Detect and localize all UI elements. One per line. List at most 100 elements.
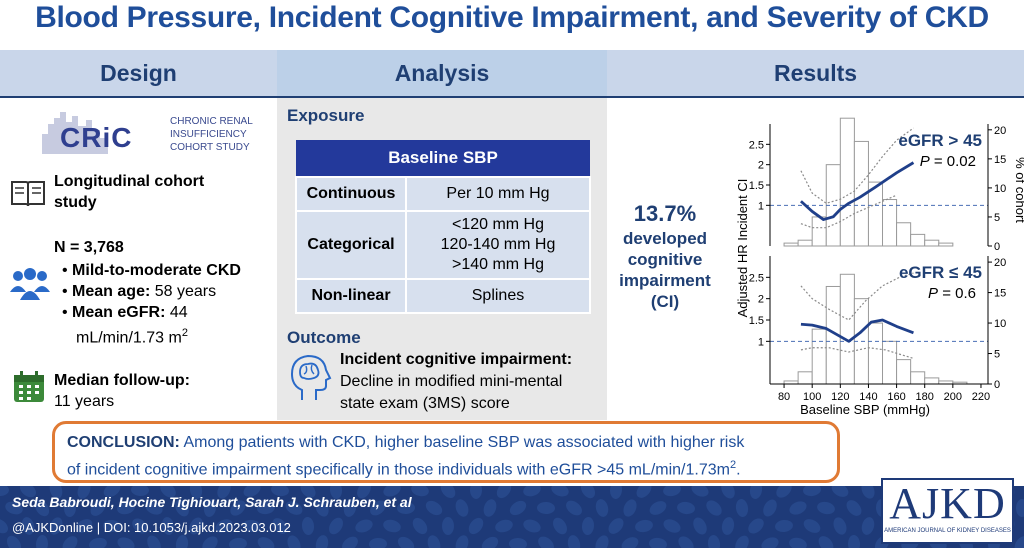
- result-line2: cognitive: [627, 250, 703, 269]
- histogram-bar: [924, 239, 940, 247]
- result-percent: 13.7%: [633, 201, 697, 226]
- x-tick-label: 220: [972, 391, 990, 403]
- header-analysis: Analysis: [277, 50, 607, 97]
- exposure-label: Exposure: [287, 106, 365, 125]
- cric-logo: CRiC Chronic Renal Insufficiency Cohort …: [40, 108, 260, 158]
- ci-upper-line: [800, 272, 914, 321]
- x-tick-label: 180: [916, 391, 934, 403]
- y-axis-label: Adjusted HR Incident CI: [735, 179, 750, 318]
- header-design: Design: [0, 50, 277, 97]
- histogram-bar: [839, 273, 855, 385]
- bullet-item: • Mean eGFR: 44: [62, 304, 188, 321]
- cric-logo-line3: Cohort Study: [170, 142, 250, 153]
- row-label: Continuous: [295, 176, 407, 212]
- histogram-bar: [938, 242, 954, 247]
- y-tick-label: 1.5: [749, 315, 764, 327]
- histogram-bar: [896, 222, 912, 247]
- histogram-bar: [797, 371, 813, 385]
- result-line4: (CI): [650, 292, 680, 311]
- histogram-bar: [867, 322, 884, 385]
- histogram-bar: [910, 233, 926, 247]
- calendar-icon: [14, 371, 44, 402]
- conclusion-line2: of incident cognitive impairment specifi…: [67, 459, 741, 479]
- histogram-bar: [924, 377, 940, 385]
- row-value: <120 mm Hg 120-140 mm Hg >140 mm Hg: [405, 210, 591, 280]
- footer-doi: @AJKDonline | DOI: 10.1053/j.ajkd.2023.0…: [12, 520, 291, 535]
- histogram-bar: [783, 242, 799, 247]
- histogram-bar: [811, 328, 827, 385]
- cric-logo-line2: Insufficiency: [170, 129, 247, 140]
- histogram-bar: [910, 371, 926, 385]
- histogram-bar: [882, 340, 898, 385]
- footer: Seda Babroudi, Hocine Tighiouart, Sarah …: [0, 486, 1024, 548]
- y-tick-label: 2: [758, 294, 764, 306]
- y-tick-label: 2: [758, 160, 764, 172]
- y-tick-label-right: 15: [994, 154, 1006, 166]
- conclusion-box: CONCLUSION: Among patients with CKD, hig…: [52, 421, 840, 483]
- y-tick-label-right: 5: [994, 212, 1000, 224]
- spline-chart: 1 1.5 2 2.5 0 5 10 15 20 eGFR > 45 P = 0.02 1 1.5 2 2.…: [735, 117, 1024, 417]
- x-tick-label: 80: [778, 391, 790, 403]
- cric-logo-word: CRiC: [60, 122, 133, 153]
- y-tick-label: 1.5: [749, 180, 764, 192]
- y-tick-label-right: 5: [994, 349, 1000, 361]
- x-tick-label: 100: [803, 391, 821, 403]
- outcome-line1: Decline in modified mini-mental: [340, 373, 563, 390]
- result-line3: impairment: [619, 271, 711, 290]
- followup-value: 11 years: [54, 393, 115, 410]
- outcome-line2: state exam (3MS) score: [340, 395, 510, 412]
- table-row: Categorical <120 mm Hg 120-140 mm Hg >14…: [295, 210, 591, 280]
- histogram-bar: [797, 239, 813, 247]
- cohort-size: N = 3,768: [54, 239, 124, 256]
- people-icon: [10, 268, 50, 300]
- egfr-units: mL/min/1.73 m2: [76, 327, 188, 347]
- y-tick-label-right: 10: [994, 183, 1006, 195]
- outcome-title: Incident cognitive impairment:: [340, 351, 573, 368]
- row-label: Categorical: [295, 210, 407, 280]
- page-title: Blood Pressure, Incident Cognitive Impai…: [35, 1, 989, 34]
- histogram-bar: [811, 216, 827, 247]
- hr-curve: [800, 161, 915, 221]
- table-row: Continuous Per 10 mm Hg: [295, 176, 591, 212]
- panel-label: eGFR ≤ 45: [899, 263, 982, 282]
- y-tick-label-right: 20: [994, 257, 1006, 269]
- conclusion-line1: CONCLUSION: Among patients with CKD, hig…: [67, 434, 745, 451]
- skyline-icon: [42, 112, 108, 154]
- y-tick-label-right: 0: [994, 379, 1000, 391]
- cric-logo-line1: Chronic Renal: [170, 116, 253, 127]
- brain-head-icon: [290, 354, 332, 400]
- book-icon: [11, 181, 45, 207]
- x-tick-label: 120: [831, 391, 849, 403]
- header-results: Results: [607, 50, 1024, 97]
- x-tick-label: 200: [944, 391, 962, 403]
- histogram-bar: [896, 359, 912, 385]
- header-divider: [0, 96, 1024, 98]
- p-value-label: P = 0.02: [920, 153, 976, 170]
- bullet-item: • Mean age: 58 years: [62, 283, 217, 300]
- ajkd-logo: AJKD American Journal of Kidney Diseases: [881, 478, 1014, 544]
- hr-curve: [800, 318, 914, 343]
- row-label: Non-linear: [295, 278, 407, 314]
- row-value: Per 10 mm Hg: [405, 176, 591, 212]
- y-tick-label: 2.5: [749, 272, 764, 284]
- ajkd-logo-sub: American Journal of Kidney Diseases: [884, 528, 1011, 534]
- y-tick-label-right: 15: [994, 288, 1006, 300]
- x-axis-label: Baseline SBP (mmHg): [800, 402, 930, 417]
- ci-lower-line: [800, 347, 914, 359]
- outcome-label: Outcome: [287, 328, 361, 347]
- y-axis-label-right: % of cohort: [1013, 157, 1024, 223]
- y-tick-label-right: 20: [994, 125, 1006, 137]
- study-type-line1: Longitudinal cohort: [54, 173, 205, 190]
- histogram-bar: [839, 117, 855, 247]
- ci-lower-line: [800, 194, 897, 229]
- y-tick-label-right: 10: [994, 318, 1006, 330]
- y-tick-label: 2.5: [749, 139, 764, 151]
- table-header: Baseline SBP: [296, 140, 590, 177]
- results-summary: 13.7% developed cognitive impairment (CI…: [610, 200, 720, 312]
- y-tick-label-right: 0: [994, 241, 1000, 253]
- row-value: Splines: [405, 278, 591, 314]
- ajkd-logo-text: AJKD: [889, 479, 1006, 528]
- bullet-item: • Mild-to-moderate CKD: [62, 262, 241, 279]
- result-line1: developed: [622, 229, 708, 248]
- table-row: Non-linear Splines: [295, 278, 591, 314]
